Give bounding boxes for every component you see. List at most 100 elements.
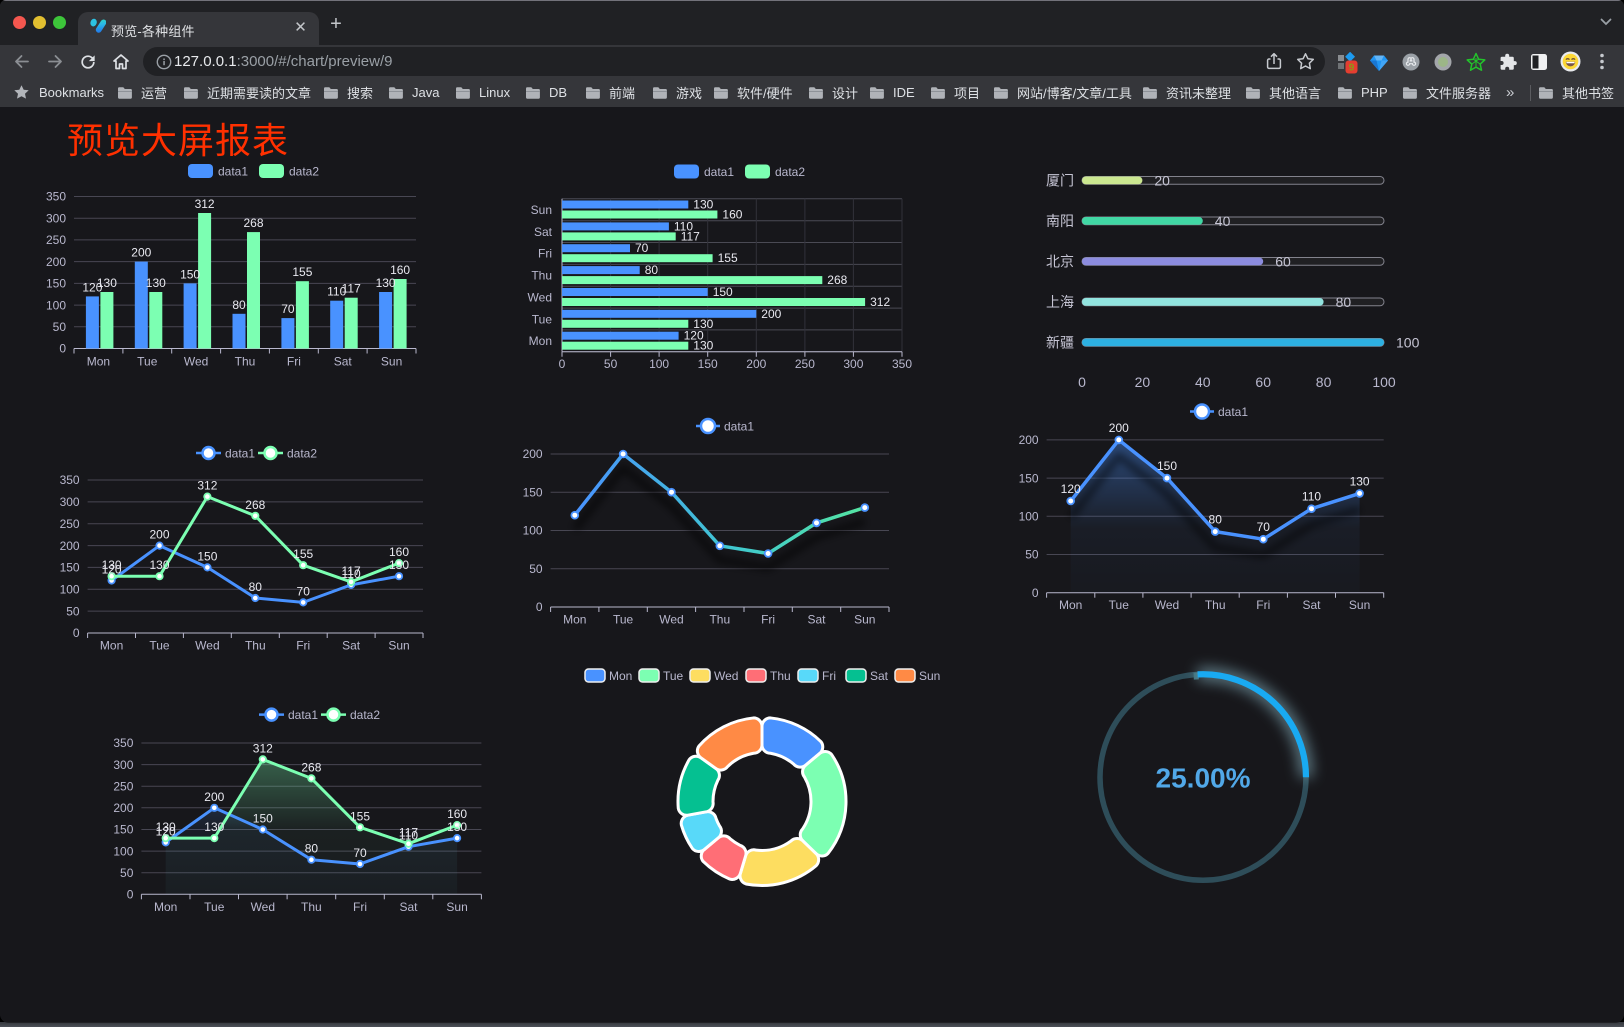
svg-text:200: 200	[1109, 421, 1129, 435]
svg-text:200: 200	[1019, 433, 1039, 447]
svg-text:Thu: Thu	[235, 355, 256, 369]
svg-text:南阳: 南阳	[1046, 213, 1074, 229]
svg-text:data2: data2	[287, 446, 317, 460]
svg-text:Wed: Wed	[251, 900, 275, 914]
svg-text:Thu: Thu	[709, 613, 730, 627]
svg-text:Wed: Wed	[528, 291, 552, 305]
svg-text:Wed: Wed	[659, 613, 683, 627]
svg-text:130: 130	[149, 558, 169, 572]
svg-text:80: 80	[1316, 374, 1332, 390]
svg-text:data2: data2	[775, 165, 805, 179]
svg-text:Fri: Fri	[538, 247, 552, 261]
svg-text:100: 100	[46, 298, 66, 312]
svg-text:40: 40	[1215, 213, 1231, 229]
svg-text:Tue: Tue	[613, 613, 634, 627]
svg-text:Mon: Mon	[529, 334, 552, 348]
svg-text:200: 200	[46, 255, 66, 269]
svg-text:200: 200	[60, 539, 80, 553]
svg-text:20: 20	[1135, 374, 1151, 390]
svg-text:Fri: Fri	[1256, 598, 1270, 612]
svg-text:Thu: Thu	[301, 900, 322, 914]
svg-text:9: 9	[1349, 62, 1355, 73]
svg-text:117: 117	[399, 826, 418, 840]
svg-text:Mon: Mon	[1059, 598, 1082, 612]
svg-text:Fri: Fri	[287, 355, 301, 369]
svg-text:Sun: Sun	[1349, 598, 1370, 612]
svg-text:155: 155	[350, 809, 370, 823]
svg-text:150: 150	[113, 823, 133, 837]
svg-text:50: 50	[53, 320, 67, 334]
svg-text:Thu: Thu	[531, 269, 552, 283]
svg-text:data1: data1	[225, 446, 255, 460]
svg-text:312: 312	[870, 295, 890, 309]
svg-text:上海: 上海	[1046, 294, 1074, 310]
svg-text:110: 110	[327, 285, 346, 299]
svg-text:Sat: Sat	[334, 355, 353, 369]
svg-text:0: 0	[536, 600, 543, 614]
svg-text:60: 60	[1275, 253, 1291, 269]
svg-text:350: 350	[892, 357, 912, 371]
svg-text:Mon: Mon	[609, 669, 632, 683]
svg-text:70: 70	[281, 302, 295, 316]
svg-text:130: 130	[97, 276, 117, 290]
svg-text:120: 120	[102, 563, 122, 577]
svg-text:268: 268	[301, 760, 321, 774]
svg-text:0: 0	[73, 626, 80, 640]
svg-text:Tue: Tue	[204, 900, 225, 914]
svg-text:268: 268	[243, 216, 263, 230]
svg-text:Thu: Thu	[1205, 598, 1226, 612]
svg-text:Fri: Fri	[353, 900, 367, 914]
svg-text:100: 100	[1372, 374, 1396, 390]
svg-text:80: 80	[1336, 294, 1352, 310]
svg-text:Mon: Mon	[100, 639, 123, 653]
svg-text:120: 120	[156, 824, 176, 838]
svg-text:200: 200	[204, 790, 224, 804]
svg-text:厦门: 厦门	[1046, 172, 1074, 188]
svg-text:300: 300	[113, 758, 133, 772]
svg-text:0: 0	[59, 342, 66, 356]
svg-text:Wed: Wed	[714, 669, 738, 683]
svg-text:Wed: Wed	[184, 355, 208, 369]
svg-text:350: 350	[46, 190, 66, 204]
svg-text:130: 130	[447, 820, 467, 834]
svg-text:250: 250	[46, 233, 66, 247]
svg-text:Fri: Fri	[296, 639, 310, 653]
svg-text:北京: 北京	[1046, 253, 1074, 269]
svg-text:Sun: Sun	[531, 203, 552, 217]
svg-text:200: 200	[761, 307, 781, 321]
svg-text:100: 100	[113, 844, 133, 858]
svg-text:60: 60	[1255, 374, 1271, 390]
svg-text:120: 120	[684, 329, 704, 343]
svg-text:160: 160	[722, 208, 742, 222]
svg-text:117: 117	[342, 564, 361, 578]
svg-text:0: 0	[1078, 374, 1086, 390]
svg-text:130: 130	[693, 317, 713, 331]
svg-text:130: 130	[389, 558, 409, 572]
svg-text:Sun: Sun	[919, 669, 940, 683]
svg-text:70: 70	[297, 584, 311, 598]
svg-text:data2: data2	[289, 164, 319, 178]
svg-text:Sat: Sat	[399, 900, 418, 914]
svg-text:Mon: Mon	[154, 900, 177, 914]
svg-text:250: 250	[60, 517, 80, 531]
svg-text:80: 80	[645, 263, 659, 277]
svg-text:Sun: Sun	[381, 355, 402, 369]
svg-text:Tue: Tue	[663, 669, 684, 683]
svg-text:130: 130	[102, 558, 122, 572]
svg-text:350: 350	[60, 473, 80, 487]
svg-text:Fri: Fri	[761, 613, 775, 627]
svg-text:130: 130	[693, 198, 713, 212]
svg-text:Thu: Thu	[770, 669, 791, 683]
svg-text:70: 70	[635, 241, 649, 255]
svg-text:300: 300	[46, 211, 66, 225]
svg-text:25.00%: 25.00%	[1156, 762, 1251, 793]
svg-text:Thu: Thu	[245, 639, 266, 653]
svg-text:Wed: Wed	[195, 639, 219, 653]
svg-text:Sat: Sat	[870, 669, 889, 683]
svg-text:70: 70	[1257, 520, 1271, 534]
svg-text:150: 150	[60, 561, 80, 575]
svg-text:Mon: Mon	[563, 613, 586, 627]
svg-text:data1: data1	[1218, 405, 1248, 419]
svg-text:160: 160	[447, 807, 467, 821]
svg-text:268: 268	[827, 273, 847, 287]
